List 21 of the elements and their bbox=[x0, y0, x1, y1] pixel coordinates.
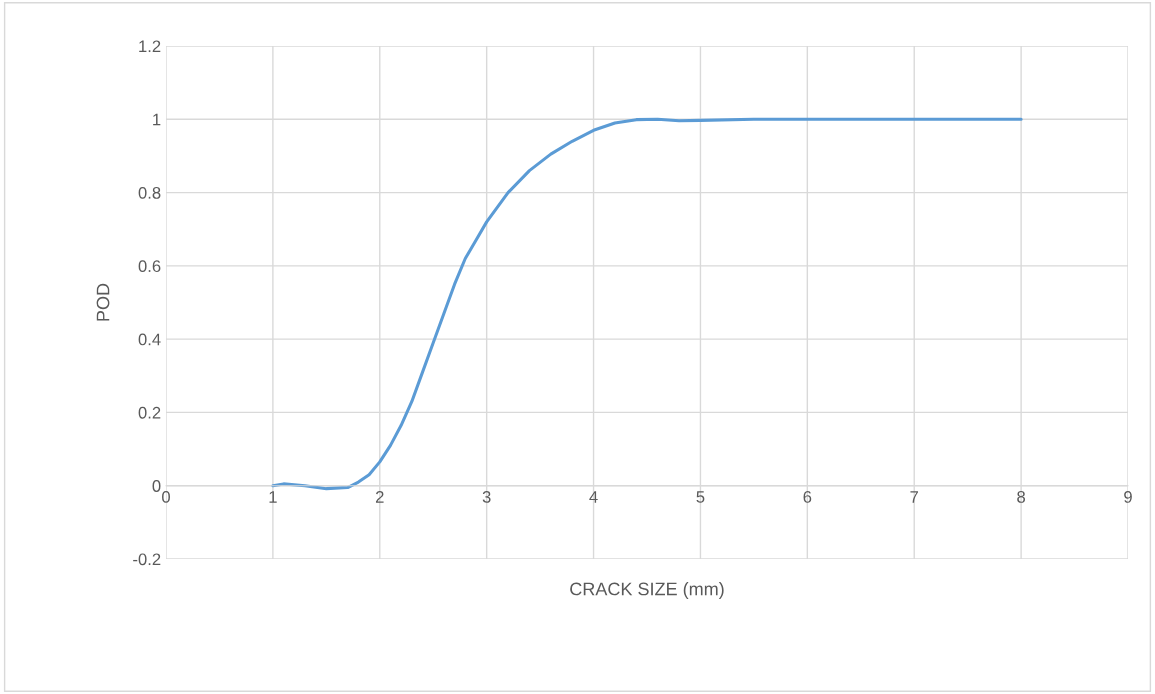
line-series bbox=[271, 117, 1023, 491]
x-tick-label: 8 bbox=[1017, 491, 1026, 503]
y-tick-label: 0.4 bbox=[138, 333, 161, 346]
y-tick-label: 0 bbox=[152, 480, 161, 492]
y-tick-label: 1.2 bbox=[139, 40, 161, 53]
y-axis-title: POD bbox=[96, 283, 110, 321]
x-tick-label: 2 bbox=[375, 491, 384, 503]
x-tick-label: 3 bbox=[482, 491, 491, 503]
y-tick-label: 1 bbox=[153, 113, 161, 126]
y-tick-label: 0.8 bbox=[138, 186, 161, 199]
x-tick-label: 6 bbox=[803, 491, 812, 503]
x-tick-label: 1 bbox=[269, 491, 277, 503]
y-tick-label: -0.2 bbox=[133, 553, 161, 566]
y-tick-label: 0.6 bbox=[138, 260, 161, 273]
x-axis-title: CRACK SIZE (mm) bbox=[570, 582, 724, 599]
x-tick-label: 4 bbox=[589, 491, 598, 503]
y-tick-label: 0.2 bbox=[138, 406, 161, 419]
x-tick-label: 5 bbox=[696, 491, 705, 503]
x-tick-label: 7 bbox=[910, 491, 919, 503]
x-tick-label: 9 bbox=[1124, 491, 1132, 503]
x-tick-label: 0 bbox=[162, 491, 170, 503]
